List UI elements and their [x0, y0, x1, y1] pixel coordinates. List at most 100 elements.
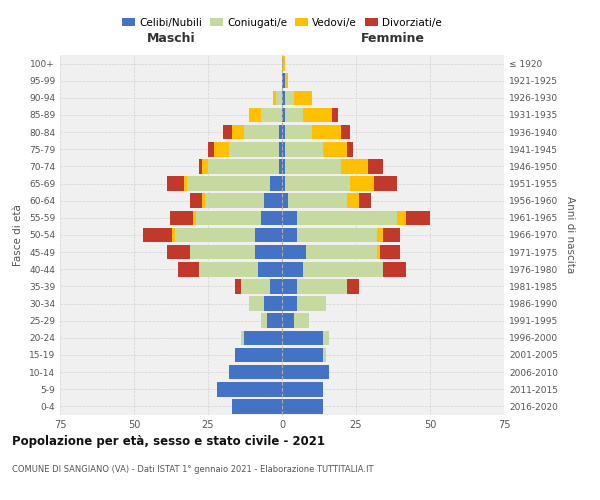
Bar	[232, 399, 282, 413]
Bar	[347, 142, 353, 156]
Bar	[256, 245, 282, 260]
Bar	[276, 90, 282, 105]
Bar	[235, 279, 241, 293]
Bar	[285, 125, 311, 140]
Bar	[282, 314, 294, 328]
Bar	[303, 262, 383, 276]
Text: Femmine: Femmine	[361, 32, 425, 44]
Bar	[261, 314, 267, 328]
Y-axis label: Fasce di età: Fasce di età	[13, 204, 23, 266]
Bar	[282, 382, 323, 396]
Bar	[190, 194, 202, 208]
Bar	[244, 330, 282, 345]
Bar	[282, 74, 285, 88]
Bar	[347, 279, 359, 293]
Bar	[241, 279, 270, 293]
Bar	[285, 142, 323, 156]
Bar	[202, 194, 205, 208]
Bar	[175, 228, 256, 242]
Bar	[294, 314, 308, 328]
Bar	[374, 176, 397, 191]
Bar	[282, 142, 285, 156]
Bar	[288, 194, 347, 208]
Bar	[297, 210, 397, 225]
Bar	[190, 245, 256, 260]
Legend: Celibi/Nubili, Coniugati/e, Vedovi/e, Divorziati/e: Celibi/Nubili, Coniugati/e, Vedovi/e, Di…	[118, 14, 446, 32]
Bar	[368, 159, 383, 174]
Bar	[196, 210, 261, 225]
Bar	[282, 279, 297, 293]
Bar	[282, 210, 297, 225]
Bar	[229, 365, 282, 380]
Bar	[297, 296, 326, 311]
Bar	[279, 125, 282, 140]
Bar	[285, 176, 350, 191]
Bar	[184, 176, 187, 191]
Bar	[199, 159, 202, 174]
Bar	[282, 262, 303, 276]
Y-axis label: Anni di nascita: Anni di nascita	[565, 196, 575, 274]
Bar	[341, 125, 350, 140]
Bar	[297, 228, 377, 242]
Bar	[232, 125, 244, 140]
Bar	[297, 279, 347, 293]
Bar	[282, 90, 285, 105]
Bar	[187, 176, 270, 191]
Bar	[347, 194, 359, 208]
Bar	[380, 245, 400, 260]
Bar	[350, 176, 374, 191]
Bar	[170, 210, 193, 225]
Bar	[282, 108, 285, 122]
Bar	[285, 159, 341, 174]
Bar	[282, 245, 305, 260]
Bar	[256, 228, 282, 242]
Bar	[229, 142, 279, 156]
Bar	[270, 176, 282, 191]
Bar	[143, 228, 172, 242]
Bar	[323, 348, 326, 362]
Bar	[383, 228, 400, 242]
Bar	[205, 194, 264, 208]
Bar	[261, 210, 282, 225]
Bar	[208, 142, 214, 156]
Bar	[193, 210, 196, 225]
Bar	[282, 56, 285, 71]
Bar	[285, 90, 294, 105]
Bar	[282, 176, 285, 191]
Bar	[323, 330, 329, 345]
Bar	[259, 262, 282, 276]
Bar	[377, 228, 383, 242]
Bar	[282, 159, 285, 174]
Bar	[294, 90, 311, 105]
Bar	[244, 125, 279, 140]
Bar	[397, 210, 406, 225]
Bar	[199, 262, 259, 276]
Bar	[332, 108, 338, 122]
Bar	[172, 228, 175, 242]
Bar	[178, 262, 199, 276]
Bar	[282, 330, 323, 345]
Bar	[311, 125, 341, 140]
Bar	[261, 108, 282, 122]
Bar	[167, 245, 190, 260]
Bar	[217, 382, 282, 396]
Text: COMUNE DI SANGIANO (VA) - Dati ISTAT 1° gennaio 2021 - Elaborazione TUTTITALIA.I: COMUNE DI SANGIANO (VA) - Dati ISTAT 1° …	[12, 465, 373, 474]
Bar	[273, 90, 276, 105]
Bar	[282, 228, 297, 242]
Bar	[406, 210, 430, 225]
Bar	[285, 74, 288, 88]
Bar	[267, 314, 282, 328]
Bar	[250, 108, 261, 122]
Bar	[383, 262, 406, 276]
Bar	[341, 159, 368, 174]
Bar	[359, 194, 371, 208]
Bar	[167, 176, 184, 191]
Bar	[323, 142, 347, 156]
Bar	[279, 159, 282, 174]
Bar	[282, 194, 288, 208]
Text: Popolazione per età, sesso e stato civile - 2021: Popolazione per età, sesso e stato civil…	[12, 435, 325, 448]
Bar	[285, 108, 303, 122]
Bar	[241, 330, 244, 345]
Bar	[264, 194, 282, 208]
Bar	[303, 108, 332, 122]
